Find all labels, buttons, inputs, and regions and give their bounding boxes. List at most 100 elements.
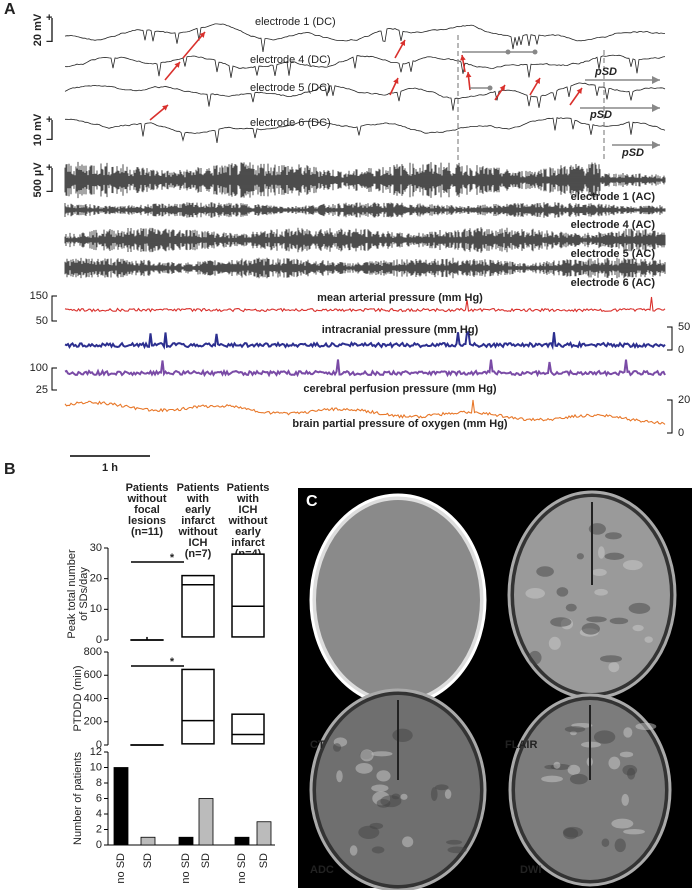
scan-texture — [588, 523, 606, 535]
trace-label: electrode 6 (DC) — [250, 117, 331, 129]
dc-trace — [65, 117, 666, 143]
psd-arrow-head — [652, 141, 660, 149]
scan-texture — [446, 839, 463, 845]
psd-label: pSD — [621, 147, 644, 159]
group-header: with — [236, 493, 259, 505]
trace-label: electrode 5 (AC) — [571, 248, 656, 260]
scale-bracket — [667, 326, 673, 351]
scan-brain — [515, 700, 665, 880]
y-tick-label: 4 — [96, 808, 102, 820]
scan-texture — [621, 793, 629, 806]
arrow-head — [174, 62, 180, 68]
dc-trace — [64, 23, 665, 53]
scale-minus: − — [46, 36, 52, 48]
group-header: early — [235, 526, 262, 538]
bar — [178, 836, 194, 846]
group-header: with — [186, 493, 209, 505]
y-axis-label: of SDs/day — [78, 567, 90, 621]
group-header: early — [185, 504, 212, 516]
trace-label: electrode 5 (DC) — [250, 82, 331, 94]
y-axis-label: Number of patients — [72, 752, 84, 845]
scale-label: 500 µV — [32, 162, 44, 198]
scan-texture — [593, 730, 616, 744]
scan-texture — [562, 826, 583, 838]
arrow-head — [499, 85, 505, 91]
scan-texture — [599, 655, 622, 663]
scan-texture — [556, 587, 569, 597]
box — [181, 574, 215, 638]
arrow-head — [399, 40, 405, 46]
scale-label: 100 — [30, 362, 48, 374]
scale-label: 20 mV — [32, 13, 44, 46]
arrow-head — [393, 78, 399, 84]
scan-texture — [371, 784, 389, 792]
scan-texture — [608, 661, 620, 673]
scale-label: 0 — [678, 344, 684, 356]
group-header: (n=7) — [185, 548, 212, 560]
arrow-head — [576, 88, 582, 94]
arrow — [182, 31, 206, 59]
scan-texture — [601, 838, 610, 848]
trace-label: electrode 1 (AC) — [571, 191, 656, 203]
y-axis-label: PTDDD (min) — [72, 666, 84, 732]
scan-texture — [586, 616, 607, 623]
dc-trace — [64, 82, 666, 111]
scan-texture — [434, 784, 449, 791]
trace-label: electrode 4 (AC) — [571, 219, 656, 231]
scan-texture — [622, 764, 638, 776]
scan-texture — [591, 568, 607, 577]
scale-label: 50 — [36, 315, 48, 327]
scan-texture — [644, 636, 653, 643]
pressure-trace — [64, 359, 666, 378]
group-header: ICH — [239, 504, 258, 516]
scan-texture — [581, 623, 600, 635]
y-tick-label: 0 — [96, 739, 102, 751]
trace-label: electrode 1 (DC) — [255, 16, 336, 28]
trace-label: cerebral perfusion pressure (mm Hg) — [303, 383, 497, 395]
scan-texture — [553, 761, 561, 769]
scan-texture — [550, 617, 572, 627]
scan-texture — [564, 726, 586, 733]
x-tick-label: SD — [142, 853, 154, 868]
interval-dot — [487, 85, 493, 91]
bar — [256, 821, 272, 846]
psd-arrow-head — [652, 76, 660, 84]
scan-texture — [371, 846, 385, 854]
dc-trace — [64, 54, 666, 78]
x-tick-label: SD — [200, 853, 212, 868]
scan-texture — [608, 756, 621, 770]
scan-texture — [525, 588, 546, 599]
scan-texture — [628, 602, 651, 614]
scan-texture — [614, 838, 626, 853]
scan-brain — [316, 500, 480, 700]
scale-label: 50 — [678, 321, 690, 333]
trace-label: mean arterial pressure (mm Hg) — [317, 292, 483, 304]
group-header: infarct — [181, 515, 215, 527]
x-tick-label: no SD — [180, 853, 192, 884]
bar — [198, 798, 214, 846]
arrow-head — [465, 72, 472, 78]
scan-texture — [358, 825, 380, 839]
scale-minus: − — [46, 186, 52, 198]
scale-bracket — [667, 399, 673, 434]
scan-texture — [447, 846, 467, 854]
scan-texture — [400, 793, 408, 800]
scan-texture — [333, 743, 342, 752]
scan-texture — [632, 624, 644, 632]
y-tick-label: 0 — [96, 839, 102, 851]
scan-texture — [569, 773, 588, 785]
scan-brain — [316, 695, 480, 885]
arrow-head — [162, 105, 168, 111]
psd-label: pSD — [594, 66, 617, 78]
group-header: without — [227, 515, 267, 527]
interval-dot — [532, 49, 538, 55]
group-header: without — [126, 493, 166, 505]
scan-texture — [611, 818, 634, 829]
pressure-trace — [64, 296, 666, 313]
scan-texture — [444, 789, 452, 800]
ac-trace — [64, 227, 666, 253]
y-tick-label: 6 — [96, 792, 102, 804]
x-tick-label: no SD — [115, 853, 127, 884]
y-tick-label: 8 — [96, 777, 102, 789]
